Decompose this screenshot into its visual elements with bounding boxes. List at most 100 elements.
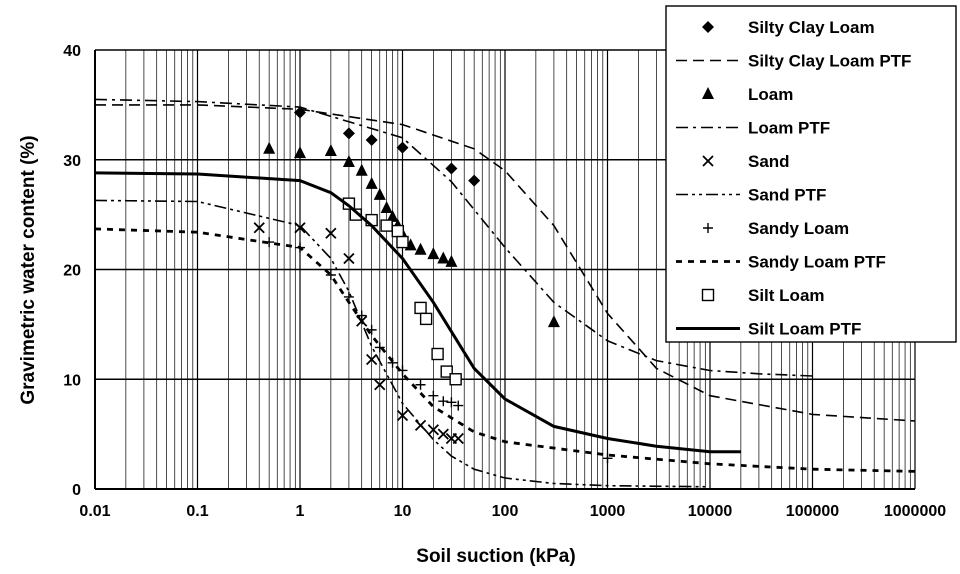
legend-label-loam-ptf: Loam PTF bbox=[748, 119, 830, 138]
series-line-loam-ptf bbox=[95, 98, 813, 377]
data-point-silt-loam bbox=[396, 235, 409, 249]
series-sandy-loam bbox=[264, 237, 613, 464]
data-point-sandy-loam bbox=[438, 396, 449, 407]
series-sand-ptf bbox=[95, 199, 711, 488]
data-point-loam bbox=[355, 163, 368, 176]
data-point-loam bbox=[437, 251, 450, 264]
y-tick-label: 10 bbox=[63, 372, 81, 389]
legend-item-loam-ptf: Loam PTF bbox=[676, 119, 830, 138]
series-sandy-loam-ptf bbox=[95, 227, 915, 473]
x-tick-label: 1 bbox=[296, 503, 305, 520]
data-point-sand bbox=[253, 222, 265, 234]
legend-item-silty-clay-loam-ptf: Silty Clay Loam PTF bbox=[676, 52, 911, 71]
y-tick-label: 30 bbox=[63, 153, 81, 170]
legend-marker-silt-loam bbox=[701, 288, 715, 302]
series bbox=[95, 98, 915, 488]
x-tick-label: 0.01 bbox=[79, 503, 110, 520]
series-line-silty-clay-loam-ptf bbox=[95, 104, 915, 422]
x-tick-label: 100000 bbox=[786, 503, 839, 520]
legend-item-sandy-loam: Sandy Loam bbox=[703, 219, 849, 238]
series-silt-loam-ptf bbox=[95, 171, 741, 454]
data-point-loam bbox=[263, 141, 276, 154]
data-point-loam bbox=[373, 187, 386, 200]
legend-marker-sand bbox=[702, 155, 714, 167]
legend-item-sand: Sand bbox=[702, 152, 790, 171]
data-point-sand bbox=[325, 227, 337, 239]
data-point-loam bbox=[294, 146, 306, 159]
legend-item-sandy-loam-ptf: Sandy Loam PTF bbox=[676, 253, 886, 272]
data-point-sandy-loam bbox=[446, 397, 457, 408]
y-axis-title: Gravimetric water content (%) bbox=[18, 135, 39, 404]
data-point-silt-loam bbox=[440, 365, 453, 378]
legend-item-loam: Loam bbox=[702, 85, 793, 104]
data-point-sand bbox=[374, 379, 386, 391]
legend-label-silt-loam-ptf: Silt Loam PTF bbox=[748, 320, 861, 339]
series-sand bbox=[253, 222, 464, 445]
legend-item-silty-clay-loam: Silty Clay Loam bbox=[702, 18, 875, 37]
data-point-silty-clay-loam bbox=[342, 127, 355, 140]
data-point-sandy-loam bbox=[602, 453, 613, 464]
series-loam-ptf bbox=[95, 98, 813, 377]
data-point-loam bbox=[414, 242, 427, 255]
legend-marker-silty-clay-loam bbox=[702, 21, 714, 33]
data-point-sand bbox=[452, 432, 464, 445]
data-point-silt-loam bbox=[419, 312, 433, 326]
data-point-sandy-loam bbox=[374, 342, 385, 353]
x-axis-title: Soil suction (kPa) bbox=[416, 546, 575, 567]
y-tick-label: 20 bbox=[63, 263, 81, 280]
series-silty-clay-loam bbox=[294, 106, 481, 187]
legend-label-loam: Loam bbox=[748, 85, 793, 104]
series-line-silt-loam-ptf bbox=[95, 171, 741, 454]
data-point-sandy-loam bbox=[415, 379, 426, 390]
data-point-silt-loam bbox=[414, 301, 427, 315]
data-point-loam bbox=[445, 254, 458, 267]
legend-marker-loam bbox=[702, 87, 714, 99]
x-tick-label: 0.1 bbox=[186, 503, 208, 520]
legend-label-sandy-loam: Sandy Loam bbox=[748, 219, 849, 238]
data-point-loam bbox=[427, 247, 440, 260]
legend-label-silty-clay-loam-ptf: Silty Clay Loam PTF bbox=[748, 52, 911, 71]
data-point-sand bbox=[437, 428, 449, 440]
legend-label-sand-ptf: Sand PTF bbox=[748, 186, 826, 205]
legend-item-sand-ptf: Sand PTF bbox=[676, 186, 826, 205]
legend-label-sandy-loam-ptf: Sandy Loam PTF bbox=[748, 253, 886, 272]
data-point-loam bbox=[380, 201, 393, 214]
data-point-sandy-loam bbox=[325, 269, 336, 280]
data-point-sandy-loam bbox=[428, 390, 439, 401]
legend: Silty Clay Loam Silty Clay Loam PTF Loam Lo… bbox=[665, 5, 957, 343]
data-point-silt-loam bbox=[431, 347, 444, 361]
data-point-silty-clay-loam bbox=[445, 162, 458, 175]
series-line-sandy-loam-ptf bbox=[95, 227, 915, 473]
x-tick-label: 100 bbox=[492, 503, 519, 520]
legend-label-sand: Sand bbox=[748, 152, 790, 171]
series-silt-loam bbox=[342, 197, 462, 386]
x-tick-label: 10 bbox=[394, 503, 412, 520]
data-point-sandy-loam bbox=[453, 400, 464, 411]
data-point-silt-loam bbox=[449, 373, 462, 386]
data-point-loam bbox=[342, 154, 355, 167]
legend-label-silty-clay-loam: Silty Clay Loam bbox=[748, 18, 875, 37]
legend-label-silt-loam: Silt Loam bbox=[748, 286, 825, 305]
x-tick-label: 1000000 bbox=[884, 503, 946, 520]
data-point-loam bbox=[365, 176, 378, 189]
x-tick-label: 10000 bbox=[688, 503, 733, 520]
y-tick-label: 0 bbox=[72, 482, 81, 499]
axes: 0.01 0.1 1 10 100 1000 10000 100000 1000000 0 10 20… bbox=[63, 43, 946, 520]
legend-item-silt-loam-ptf: Silt Loam PTF bbox=[676, 320, 861, 339]
data-point-loam bbox=[547, 315, 560, 328]
data-point-silt-loam bbox=[380, 219, 393, 232]
data-point-loam bbox=[324, 143, 337, 156]
series-line-sand-ptf bbox=[95, 199, 711, 488]
data-point-sand bbox=[366, 353, 378, 366]
data-point-sand bbox=[343, 252, 355, 265]
legend-item-silt-loam: Silt Loam bbox=[701, 286, 825, 305]
data-point-silt-loam bbox=[391, 224, 405, 238]
data-point-sand bbox=[396, 409, 409, 422]
data-point-silty-clay-loam bbox=[365, 133, 378, 146]
data-point-silty-clay-loam bbox=[396, 141, 409, 154]
legend-box bbox=[665, 5, 957, 343]
x-tick-label: 1000 bbox=[590, 503, 626, 520]
data-point-sand bbox=[427, 424, 439, 436]
legend-marker-sandy-loam bbox=[703, 223, 713, 233]
